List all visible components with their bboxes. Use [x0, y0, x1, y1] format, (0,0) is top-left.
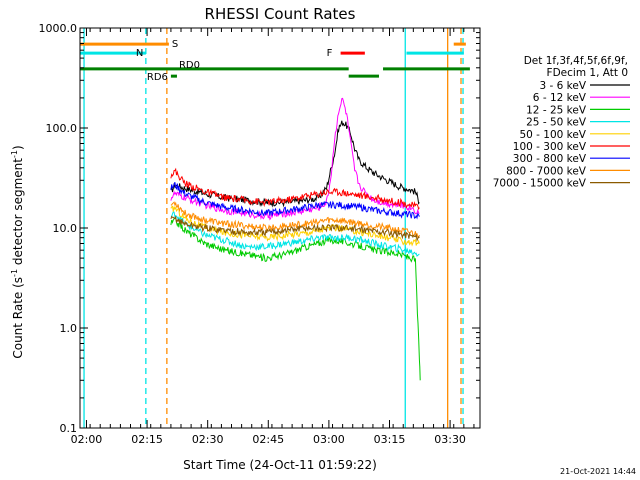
legend-label-1: 6 - 12 keV: [533, 92, 587, 104]
x-tick-label-6: 03:30: [434, 433, 466, 446]
y-axis-label-sup1: -1: [10, 269, 19, 277]
series-line-2: [170, 216, 421, 381]
series-line-6: [170, 182, 420, 220]
svg-text:Count Rate (s-1 detector segme: Count Rate (s-1 detector segment-1): [10, 145, 25, 358]
annotation-label-rd6: RD6: [147, 72, 168, 83]
legend-label-5: 100 - 300 keV: [513, 141, 587, 153]
legend-label-0: 3 - 6 keV: [539, 80, 586, 92]
series-line-0: [170, 120, 420, 208]
legend-header-1: FDecim 1, Att 0: [547, 67, 628, 79]
x-tick-label-2: 02:30: [192, 433, 224, 446]
x-tick-label-1: 02:15: [131, 433, 163, 446]
y-axis-label-mid: detector segment: [11, 158, 25, 269]
legend-header-0: Det 1f,3f,4f,5f,6f,9f,: [524, 55, 628, 67]
annotation-label-s: S: [172, 39, 178, 50]
legend: Det 1f,3f,4f,5f,6f,9f,FDecim 1, Att 03 -…: [493, 55, 630, 190]
y-axis-label-main: Count Rate (s: [11, 277, 25, 359]
legend-label-6: 300 - 800 keV: [513, 153, 587, 165]
legend-label-4: 50 - 100 keV: [519, 129, 586, 141]
y-tick-label-3: 1.0: [60, 322, 78, 335]
annotation-label-rd0: RD0: [179, 60, 200, 71]
legend-label-8: 7000 - 15000 keV: [493, 178, 587, 190]
axes-layer: 1000.0 100.0 10.0 1.0 0.102:00 02:15 02:30 02:4…: [39, 22, 481, 446]
y-tick-label-1: 100.0: [46, 122, 78, 135]
x-tick-label-0: 02:00: [71, 433, 103, 446]
legend-label-3: 25 - 50 keV: [526, 117, 587, 129]
y-tick-label-2: 10.0: [53, 222, 78, 235]
annotation-label-f: F: [327, 48, 333, 59]
y-tick-label-0: 1000.0: [39, 22, 78, 35]
y-axis-label-sup2: -1: [10, 150, 19, 158]
footer-timestamp: 21-Oct-2021 14:44: [560, 467, 636, 476]
series-line-7: [170, 201, 420, 239]
legend-label-7: 800 - 7000 keV: [506, 165, 587, 177]
x-tick-label-5: 03:15: [374, 433, 406, 446]
annotation-label-n: N: [136, 48, 143, 59]
series-line-3: [170, 211, 420, 257]
annotation-layer: S N F RD0 RD6: [80, 28, 470, 428]
x-tick-label-4: 03:00: [313, 433, 345, 446]
series-layer: [170, 97, 421, 381]
series-line-8: [170, 215, 420, 243]
legend-label-2: 12 - 25 keV: [526, 104, 587, 116]
chart-title: RHESSI Count Rates: [205, 5, 356, 23]
x-axis-label: Start Time (24-Oct-11 01:59:22): [183, 458, 377, 472]
x-tick-label-3: 02:45: [252, 433, 284, 446]
y-axis-label-end: ): [11, 145, 25, 150]
y-axis-label: Count Rate (s-1 detector segment-1): [10, 145, 25, 358]
series-line-5: [170, 167, 420, 211]
y-tick-label-4: 0.1: [60, 422, 78, 435]
